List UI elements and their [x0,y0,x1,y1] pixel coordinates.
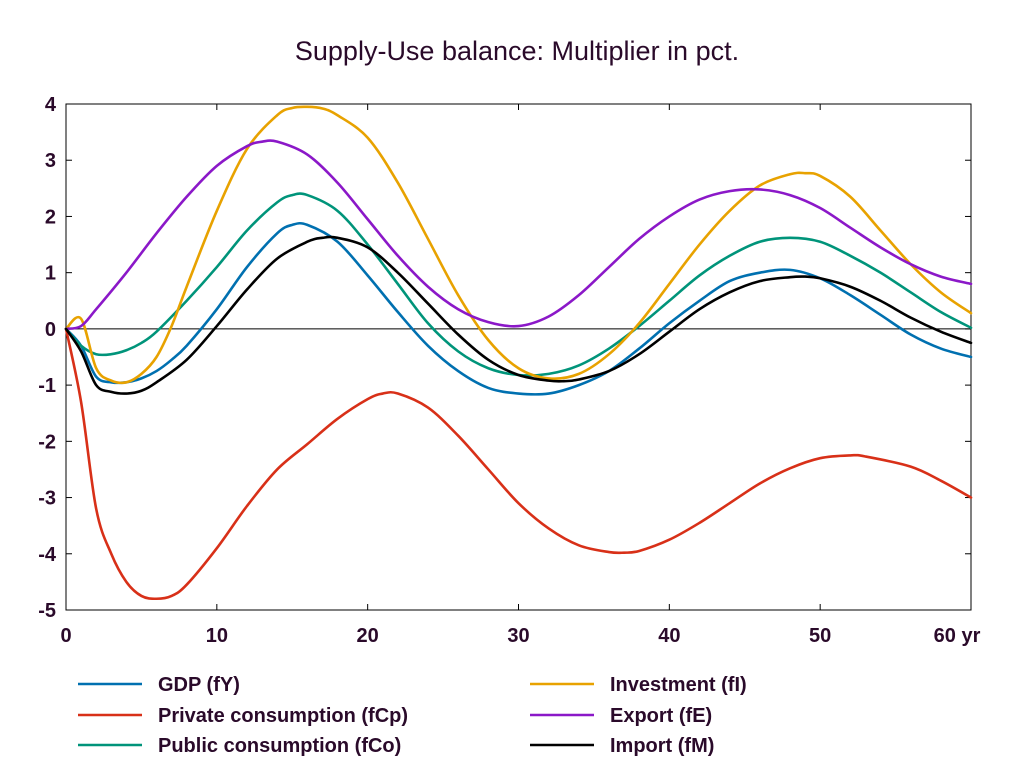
x-tick-label: 0 [60,625,71,647]
legend-label-private-consumption-fcp: Private consumption (fCp) [158,705,408,727]
series-line-gdp-fy [64,221,973,396]
y-tick-label: -3 [38,488,56,510]
y-tick-label: -2 [38,431,56,453]
y-tick-label: 0 [45,319,56,341]
legend-label-export-fe: Export (fE) [610,705,712,727]
y-tick-label: -1 [38,375,56,397]
y-tick-label: 3 [45,150,56,172]
legend-label-import-fm: Import (fM) [610,735,714,757]
y-tick-label: 1 [45,263,56,285]
y-tick-label: -4 [38,544,57,566]
series-line-export-fe [64,139,973,331]
x-tick-label: 50 [809,625,831,647]
legend-label-gdp-fy: GDP (fY) [158,674,240,696]
series-line-import-fm [64,235,973,395]
x-tick-label: 30 [507,625,529,647]
legend: GDP (fY) Private consumption (fCp) Public … [78,674,747,757]
series-line-private-consumption-fcp [64,327,973,601]
y-tick-label: 4 [45,94,57,116]
series-line-investment-fi [64,105,973,385]
x-tick-label: 20 [357,625,379,647]
chart-title: Supply-Use balance: Multiplier in pct. [295,36,739,66]
legend-label-public-consumption-fco: Public consumption (fCo) [158,735,401,757]
y-tick-label: 2 [45,206,56,228]
x-tick-label: 40 [658,625,680,647]
legend-label-investment-fi: Investment (fI) [610,674,747,696]
x-tick-label: 10 [206,625,228,647]
y-tick-label: -5 [38,600,56,622]
series-line-public-consumption-fco [64,192,973,377]
x-tick-label: 60 yr [934,625,981,647]
